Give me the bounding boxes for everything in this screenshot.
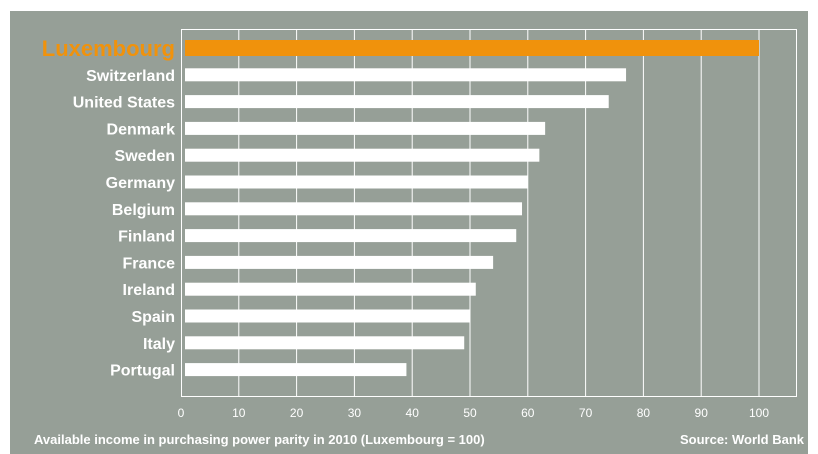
bar-finland — [185, 229, 517, 243]
x-tick-50: 50 — [463, 406, 477, 420]
bar-portugal — [185, 363, 407, 377]
bar-belgium — [185, 202, 523, 216]
bar-france — [185, 255, 494, 269]
label-switzerland: Switzerland — [86, 68, 175, 85]
bar-spain — [185, 309, 470, 323]
chart-caption: Available income in purchasing power par… — [34, 432, 485, 447]
label-italy: Italy — [143, 336, 175, 353]
label-denmark: Denmark — [107, 121, 176, 138]
bar-united-states — [185, 95, 609, 109]
x-tick-90: 90 — [695, 406, 709, 420]
x-tick-labels: 0 10 20 30 40 50 60 70 80 90 100 — [178, 406, 770, 420]
bar-ireland — [185, 282, 476, 296]
label-germany: Germany — [106, 175, 175, 192]
plot-area-frame — [181, 29, 797, 397]
x-tick-20: 20 — [290, 406, 304, 420]
bar-sweden — [185, 148, 540, 162]
label-spain: Spain — [131, 309, 175, 326]
x-tick-80: 80 — [637, 406, 651, 420]
grid-lines — [238, 29, 760, 397]
label-luxembourg: Luxembourg — [42, 36, 175, 61]
label-ireland: Ireland — [123, 282, 175, 299]
chart-source: Source: World Bank — [679, 432, 804, 447]
x-tick-10: 10 — [232, 406, 246, 420]
bar-denmark — [185, 121, 546, 135]
label-portugal: Portugal — [110, 363, 175, 380]
x-tick-70: 70 — [579, 406, 593, 420]
label-belgium: Belgium — [112, 202, 175, 219]
bar-switzerland — [185, 68, 627, 82]
x-tick-60: 60 — [521, 406, 535, 420]
x-tick-30: 30 — [348, 406, 362, 420]
bar-germany — [185, 175, 528, 189]
label-finland: Finland — [118, 229, 175, 246]
category-labels: Luxembourg Switzerland United States Denmar… — [42, 36, 175, 380]
x-tick-0: 0 — [178, 406, 185, 420]
x-tick-40: 40 — [406, 406, 420, 420]
label-united-states: United States — [73, 95, 175, 112]
bars — [185, 40, 759, 377]
label-france: France — [123, 255, 176, 272]
bar-luxembourg — [185, 40, 759, 56]
label-sweden: Sweden — [115, 148, 175, 165]
bar-italy — [185, 336, 465, 350]
x-tick-100: 100 — [749, 406, 769, 420]
